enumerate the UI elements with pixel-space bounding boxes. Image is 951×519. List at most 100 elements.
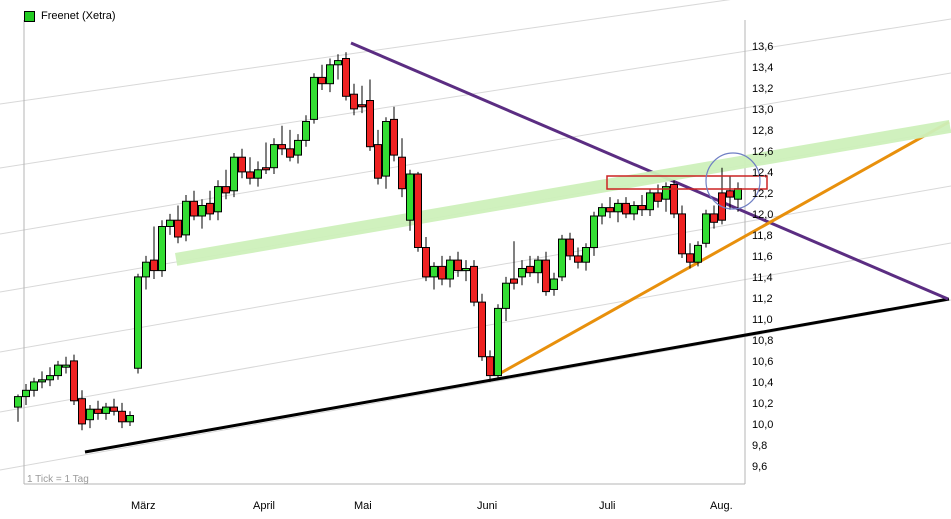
candle-body <box>430 265 438 278</box>
breakout-trendline[interactable] <box>498 120 950 376</box>
candle-body <box>406 173 414 221</box>
candlestick <box>270 138 278 174</box>
candlestick <box>726 176 734 210</box>
candlestick <box>510 241 518 290</box>
candlestick <box>366 79 374 151</box>
legend-swatch-icon <box>24 11 35 22</box>
candlestick <box>174 205 182 244</box>
candlestick <box>254 161 262 187</box>
candlestick <box>710 205 718 229</box>
candle-body <box>470 265 478 303</box>
candlestick <box>702 209 710 248</box>
focus-circle[interactable] <box>705 152 761 210</box>
y-axis-tick-label: 12,4 <box>752 167 774 179</box>
candle-body <box>302 121 310 141</box>
candlestick <box>326 58 334 93</box>
candlestick <box>558 234 566 282</box>
candle-body <box>334 60 342 66</box>
support-trendline[interactable] <box>84 297 950 454</box>
candle-body <box>366 100 374 148</box>
candle-body <box>590 215 598 248</box>
candle-body <box>62 364 70 368</box>
candlestick <box>414 171 422 252</box>
candlestick <box>374 129 382 185</box>
candlestick <box>662 182 670 212</box>
candle-body <box>110 406 118 412</box>
candle-body <box>494 307 502 377</box>
candle-body <box>310 76 318 120</box>
y-axis-tick-label: 10,2 <box>752 398 774 410</box>
y-axis-tick-label: 9,8 <box>752 440 768 452</box>
candlestick <box>14 394 22 422</box>
candle-body <box>326 64 334 85</box>
candle-body <box>630 205 638 215</box>
plot-frame <box>23 20 746 485</box>
candle-body <box>206 202 214 215</box>
guide-lines-group <box>0 0 951 471</box>
candle-body <box>174 219 182 238</box>
candle-body <box>70 360 78 402</box>
candlestick <box>94 400 102 420</box>
guide-2 <box>0 18 951 169</box>
candlestick <box>550 272 558 296</box>
candlestick <box>606 197 614 219</box>
candle-body <box>462 268 470 272</box>
candle-body <box>118 410 126 423</box>
candlestick <box>582 243 590 271</box>
guide-6 <box>0 242 951 413</box>
candlestick <box>206 190 214 221</box>
x-axis-tick-label: Juni <box>477 500 498 512</box>
candle-body <box>358 104 366 108</box>
candlestick <box>358 85 366 114</box>
candle-body <box>670 184 678 215</box>
y-axis-tick-label: 10,8 <box>752 335 774 347</box>
candle-body <box>598 207 606 217</box>
candle-body <box>454 259 462 272</box>
candlestick <box>46 367 54 387</box>
candle-body <box>398 156 406 190</box>
consolidation-box[interactable] <box>606 175 768 190</box>
candlestick <box>406 169 414 231</box>
candle-body <box>230 156 238 192</box>
resistance-trendline[interactable] <box>350 41 949 301</box>
candle-body <box>710 213 718 223</box>
candlestick <box>590 211 598 256</box>
candlestick <box>38 371 46 389</box>
y-axis-tick-label: 11,8 <box>752 230 773 242</box>
candlestick <box>150 226 158 279</box>
candle-body <box>438 265 446 280</box>
candle-body <box>262 167 270 171</box>
candle-body <box>686 253 694 263</box>
guide-7 <box>0 299 951 471</box>
candlestick <box>438 255 446 286</box>
candlestick <box>158 220 166 277</box>
candle-body <box>478 301 486 358</box>
x-axis-tick-label: Aug. <box>710 500 733 512</box>
candlestick <box>102 402 110 420</box>
candle-body <box>342 58 350 97</box>
candlestick <box>166 213 174 235</box>
candle-body <box>14 396 22 408</box>
candlestick <box>118 402 126 429</box>
candle-body <box>38 379 46 383</box>
candlestick <box>310 73 318 124</box>
candle-body <box>190 200 198 217</box>
candle-body <box>390 118 398 156</box>
candlestick <box>190 190 198 221</box>
candlestick <box>574 247 582 269</box>
candle-body <box>726 190 734 198</box>
candle-body <box>222 186 230 194</box>
candlestick <box>430 262 438 290</box>
candle-body <box>350 93 358 110</box>
candle-body <box>526 265 534 274</box>
candle-body <box>198 205 206 217</box>
candlestick <box>318 64 326 90</box>
candle-body <box>694 244 702 263</box>
candlestick <box>686 243 694 269</box>
candlestick <box>382 117 390 189</box>
y-axis-tick-label: 12,2 <box>752 188 774 200</box>
candle-body <box>294 139 302 156</box>
candlestick <box>302 115 310 147</box>
candle-body <box>86 408 94 421</box>
